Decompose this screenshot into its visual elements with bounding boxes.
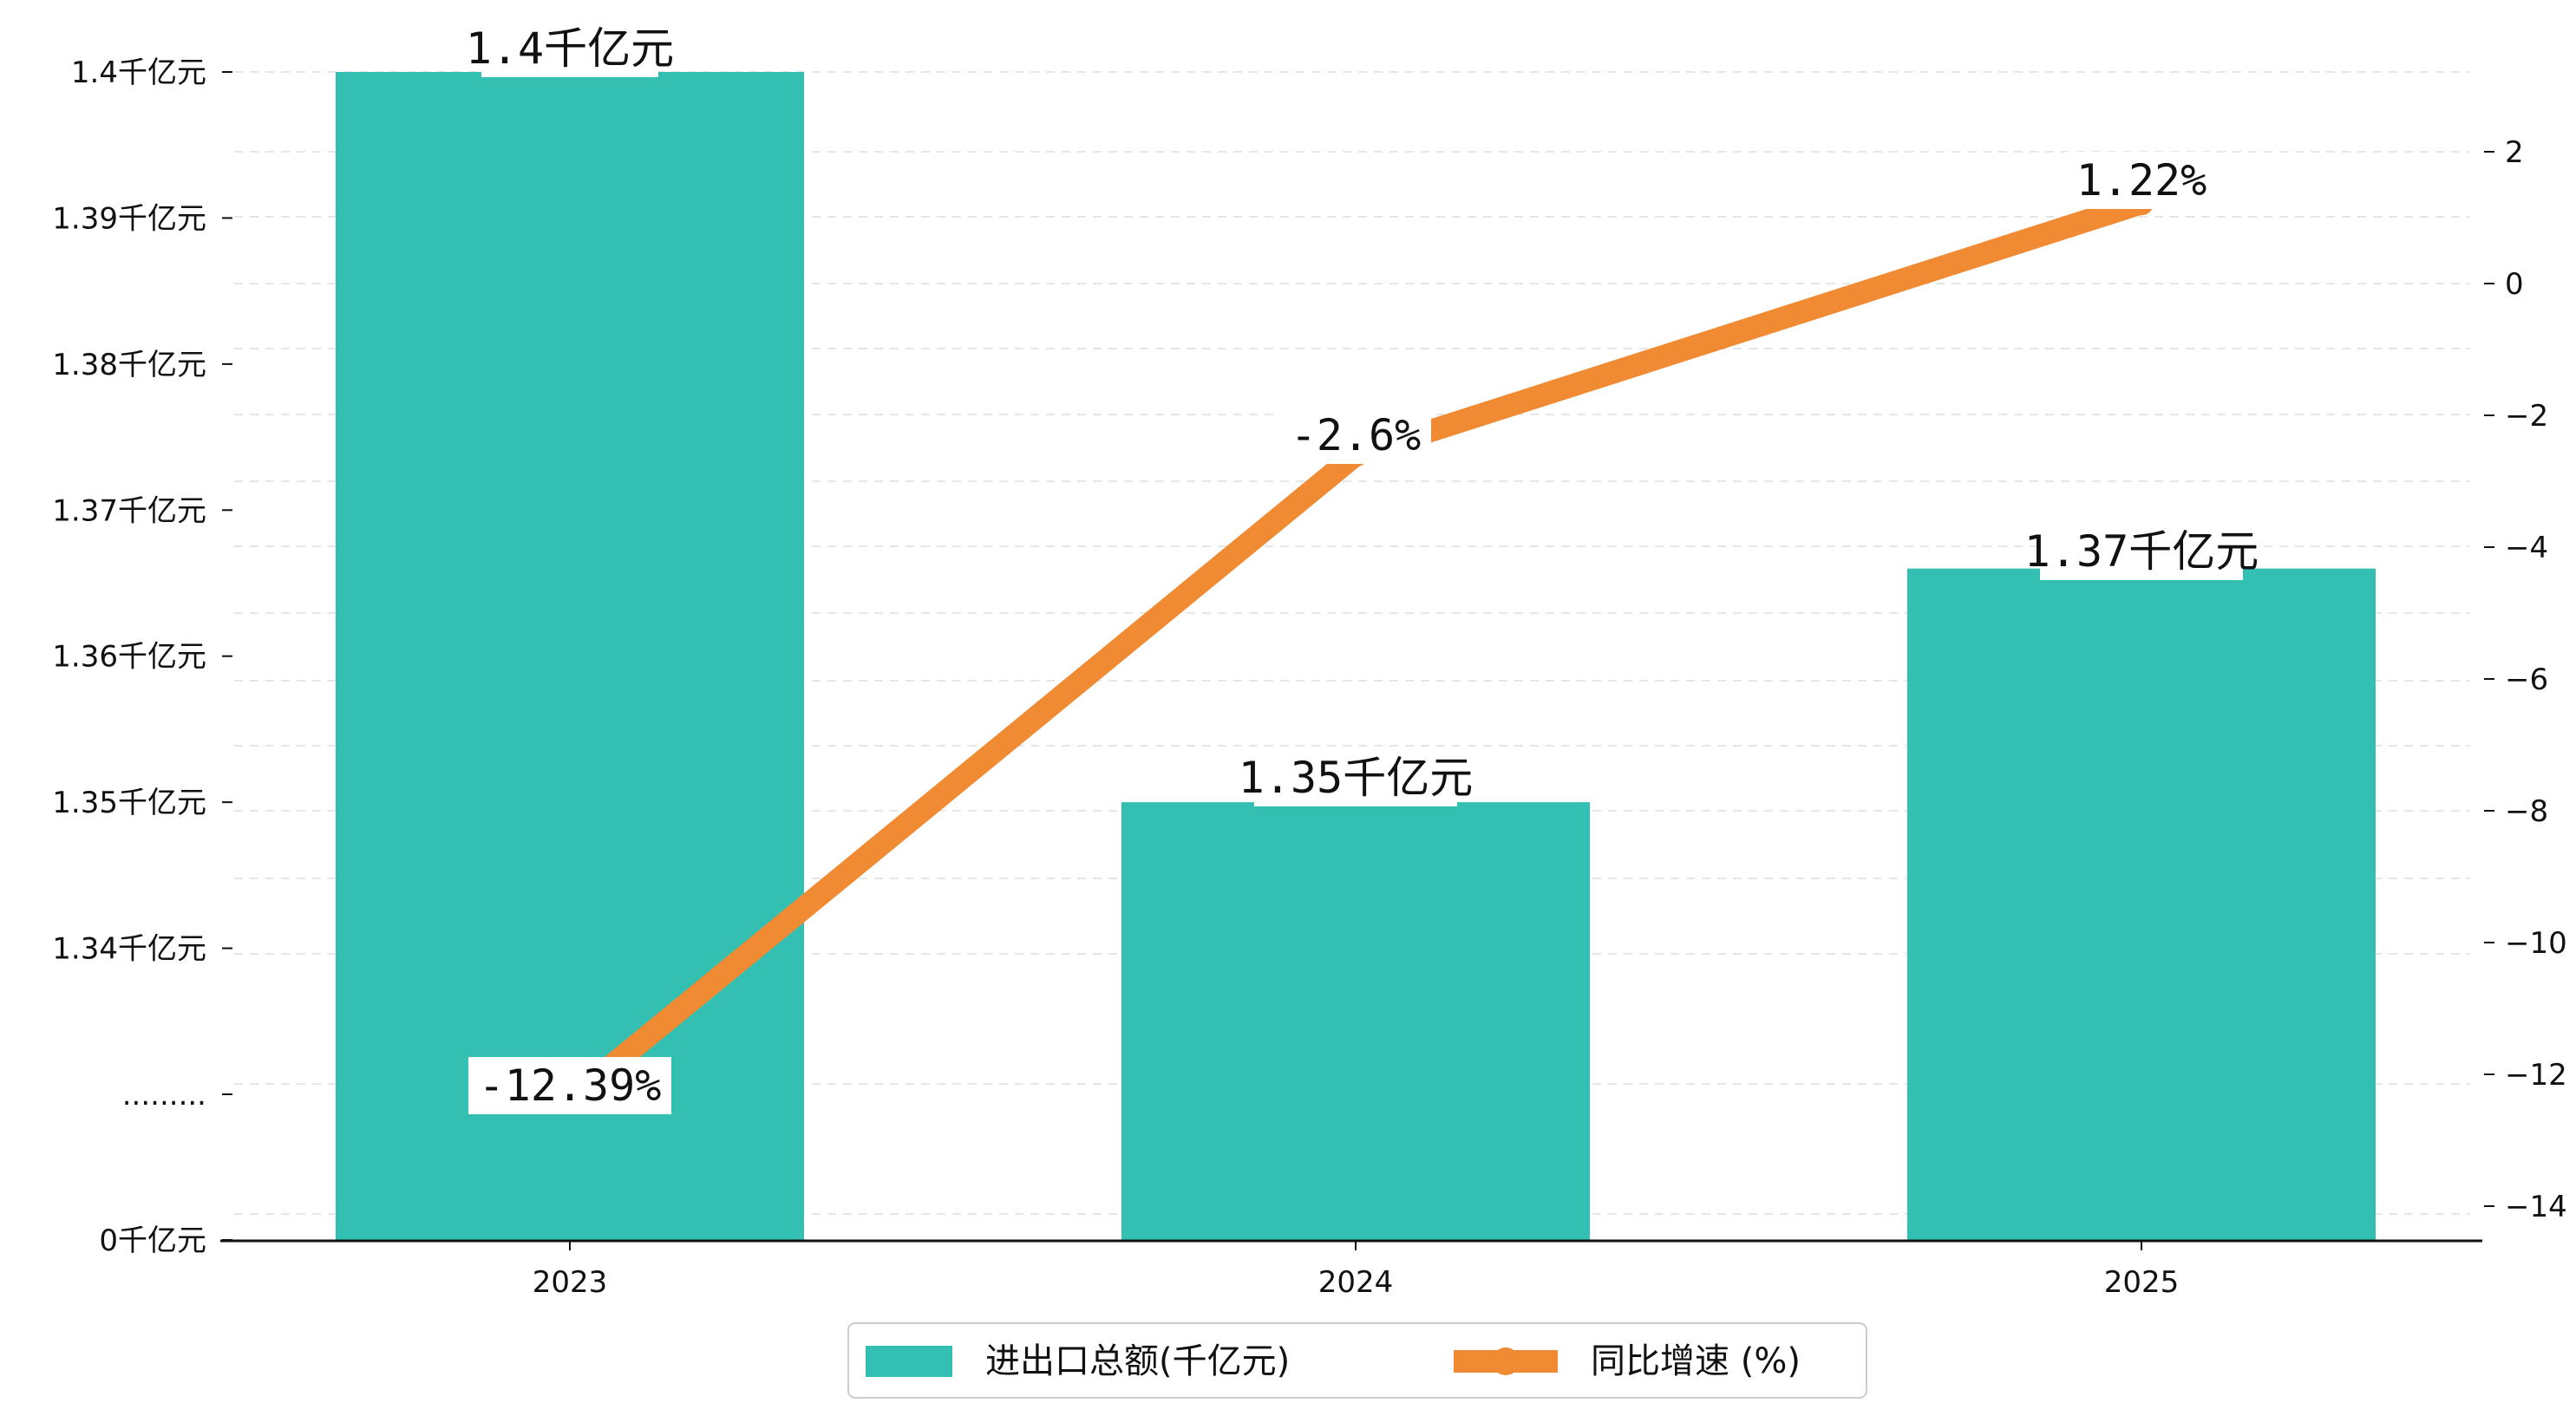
x-axis: 2023 2024 2025	[220, 1239, 2482, 1300]
right-tick-label: −2	[2505, 399, 2548, 434]
legend-swatch-bar[interactable]	[866, 1346, 952, 1377]
bar-value-label-2024-bg	[1254, 749, 1457, 806]
right-tick-label: 0	[2505, 267, 2524, 302]
legend-label-line[interactable]: 同比增速 (%)	[1591, 1341, 1801, 1381]
left-tick-label: 1.37千亿元	[52, 493, 206, 528]
right-tick-label: −4	[2505, 531, 2548, 565]
growth-value-label-2024: -2.6%	[1280, 407, 1431, 464]
legend[interactable]: 进出口总额(千亿元) 同比增速 (%)	[847, 1322, 1867, 1399]
legend-label-bar[interactable]: 进出口总额(千亿元)	[985, 1341, 1290, 1381]
x-tick-label-2024: 2024	[1318, 1265, 1394, 1300]
bar-value-label-2025-text: 1.37千亿元	[2024, 526, 2259, 577]
bar-2023	[336, 72, 804, 1240]
growth-value-label-2023: -12.39%	[468, 1057, 671, 1114]
growth-value-label-2024-text: -2.6%	[1291, 410, 1422, 460]
growth-value-label-2023-bg	[468, 1057, 671, 1114]
left-tick-label: 1.38千亿元	[52, 348, 206, 382]
legend-swatch-marker	[1492, 1347, 1520, 1375]
bar-2025	[1907, 568, 2376, 1240]
growth-value-label-2024-bg	[1280, 407, 1431, 464]
right-tick-label: 2	[2505, 135, 2524, 170]
growth-value-label-2025-text: 1.22%	[2076, 155, 2207, 206]
bar-value-label-2023-bg	[481, 20, 658, 77]
legend-box	[847, 1322, 1867, 1399]
bar-value-label-2024: 1.35千亿元	[1239, 749, 1473, 806]
right-tick-label: −14	[2505, 1190, 2567, 1224]
bar-2024	[1121, 802, 1590, 1240]
x-tick-label-2025: 2025	[2104, 1265, 2180, 1300]
left-tick-label: 1.39千亿元	[52, 201, 206, 236]
growth-value-label-2023-text: -12.39%	[479, 1060, 662, 1111]
data-labels: 1.4千亿元 1.35千亿元 1.37千亿元 -12.39% -2.6% 1.22%	[466, 20, 2259, 1114]
right-tick-label: −8	[2505, 794, 2548, 829]
bar-series	[336, 72, 2376, 1240]
left-tick-label: 1.4千亿元	[71, 55, 206, 90]
right-y-axis: 2 0 −2 −4 −6 −8 −10 −12 −14	[2484, 135, 2567, 1224]
right-tick-label: −12	[2505, 1058, 2567, 1093]
bar-value-label-2025-bg	[2040, 523, 2243, 580]
growth-value-label-2025-bg	[2066, 152, 2217, 209]
left-tick-label: 1.34千亿元	[52, 932, 206, 967]
left-tick-label: 1.36千亿元	[52, 640, 206, 675]
left-tick-label: .........	[122, 1078, 206, 1113]
right-tick-label: −10	[2505, 926, 2567, 961]
left-tick-label: 0千亿元	[99, 1224, 206, 1258]
bar-value-label-2023-text: 1.4千亿元	[466, 23, 674, 74]
bar-value-label-2025: 1.37千亿元	[2024, 523, 2259, 580]
right-tick-label: −6	[2505, 662, 2548, 697]
left-tick-label: 1.35千亿元	[52, 786, 206, 820]
growth-value-label-2025: 1.22%	[2066, 152, 2217, 209]
left-y-axis: 0千亿元......... 1.34千亿元 1.35千亿元 1.36千亿元 1.37千亿…	[52, 55, 232, 1258]
x-tick-label-2023: 2023	[533, 1265, 608, 1300]
bar-value-label-2023: 1.4千亿元	[466, 20, 674, 77]
bar-value-label-2024-text: 1.35千亿元	[1239, 753, 1473, 803]
